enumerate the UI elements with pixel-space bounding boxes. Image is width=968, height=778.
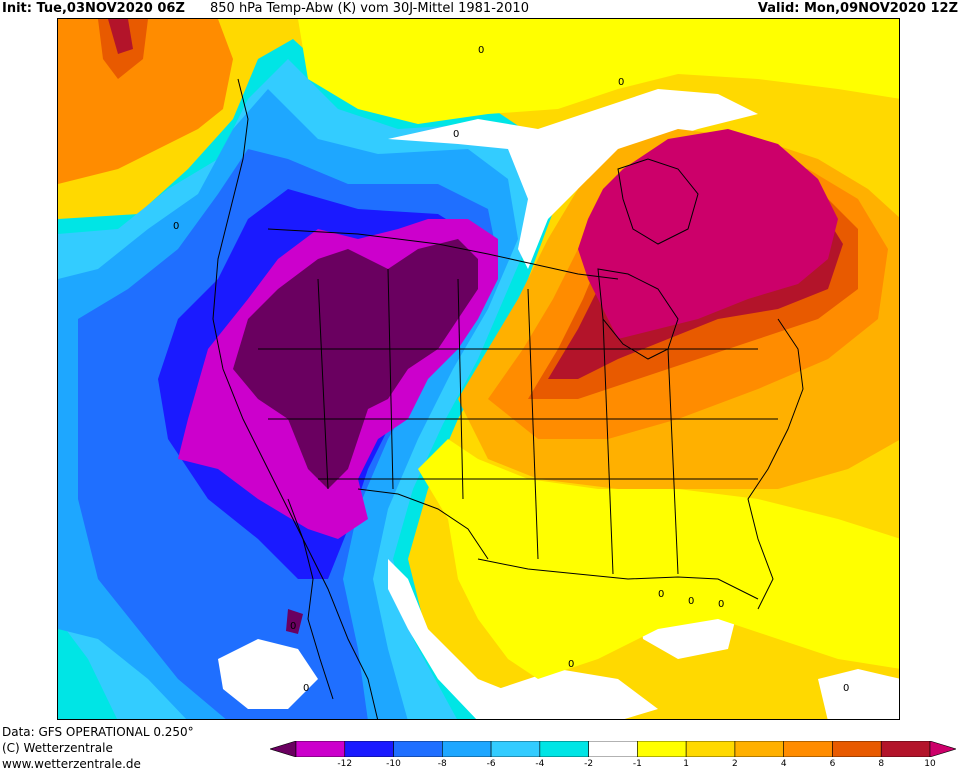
contour-label: 0 bbox=[453, 129, 459, 140]
east-coastline bbox=[747, 318, 804, 610]
temperature-anomaly-map: 0 0 0 0 0 0 0 0 0 0 0 bbox=[57, 18, 900, 720]
contour-label: 0 bbox=[478, 45, 484, 56]
init-time-label: Init: Tue,03NOV2020 06Z bbox=[2, 1, 185, 16]
colorbar-tick-label: -1 bbox=[632, 759, 642, 769]
website-label: www.wetterzentrale.de bbox=[2, 757, 141, 771]
anomaly-field-pacific-southwest-white bbox=[218, 639, 318, 709]
us-state-line-3 bbox=[457, 278, 464, 500]
colorbar-segment bbox=[490, 741, 541, 757]
colorbar-tick-label: 8 bbox=[878, 759, 885, 769]
colorbar-segment bbox=[734, 741, 784, 757]
us-state-line-2 bbox=[387, 268, 394, 490]
colorbar bbox=[270, 741, 956, 757]
anomaly-field-baja-deeppurple bbox=[286, 609, 303, 634]
colorbar-tick-label: 2 bbox=[732, 759, 738, 769]
mexico-border bbox=[357, 488, 489, 560]
colorbar-segment bbox=[539, 741, 589, 757]
colorbar-tick-label: -4 bbox=[535, 759, 545, 769]
contour-label: 0 bbox=[290, 621, 296, 632]
colorbar-segment bbox=[832, 741, 882, 757]
colorbar-segment bbox=[295, 741, 346, 757]
canada-us-border bbox=[267, 228, 619, 280]
anomaly-field-atlantic-white bbox=[818, 669, 899, 719]
colorbar-segment bbox=[442, 741, 492, 757]
colorbar-segment bbox=[637, 741, 687, 757]
contour-label: 0 bbox=[843, 683, 849, 694]
us-state-line-6 bbox=[667, 348, 679, 575]
colorbar-segment bbox=[393, 741, 443, 757]
colorbar-segment bbox=[588, 741, 638, 757]
colorbar-tick-label: -10 bbox=[386, 759, 401, 769]
valid-time-label: Valid: Mon,09NOV2020 12Z bbox=[757, 1, 958, 16]
colorbar-tick-label: -6 bbox=[486, 759, 496, 769]
colorbar-labels: -12-10-8-6-4-2-1124681012 bbox=[270, 759, 956, 773]
map-boundaries bbox=[212, 78, 804, 719]
anomaly-field-southwest-yellow bbox=[418, 439, 899, 679]
copyright-label: (C) Wetterzentrale bbox=[2, 741, 113, 755]
data-source-label: Data: GFS OPERATIONAL 0.250° bbox=[2, 725, 194, 739]
contour-label: 0 bbox=[173, 221, 179, 232]
colorbar-tick-label: 10 bbox=[924, 759, 936, 769]
colorbar-tick-label: 4 bbox=[780, 759, 787, 769]
hudson-bay-outline bbox=[617, 158, 699, 245]
map-title: 850 hPa Temp-Abw (K) vom 30J-Mittel 1981… bbox=[210, 1, 529, 16]
anomaly-field-pacific-red bbox=[108, 19, 133, 54]
contour-labels: 0 0 0 0 0 0 0 0 0 0 0 bbox=[173, 45, 849, 694]
contour-label: 0 bbox=[568, 659, 574, 670]
colorbar-segment bbox=[685, 741, 736, 757]
us-state-line-1 bbox=[317, 278, 329, 490]
contour-label: 0 bbox=[658, 589, 664, 600]
anomaly-field-south-white bbox=[388, 559, 565, 719]
west-coastline bbox=[212, 78, 379, 719]
map-canvas: 0 0 0 0 0 0 0 0 0 0 0 bbox=[58, 19, 899, 719]
colorbar-segment bbox=[880, 741, 931, 757]
anomaly-field-west-deeppurple bbox=[233, 239, 478, 489]
colorbar-tick-label: 6 bbox=[829, 759, 836, 769]
us-state-line-5 bbox=[602, 318, 614, 575]
colorbar-segment bbox=[783, 741, 833, 757]
anomaly-field-east-crimson bbox=[578, 129, 838, 339]
anomaly-field-north-yellow bbox=[298, 19, 899, 124]
colorbar-segment bbox=[929, 741, 956, 757]
colorbar-tick-label: -2 bbox=[584, 759, 594, 769]
us-state-line-4 bbox=[527, 288, 539, 560]
gulf-coastline bbox=[477, 558, 759, 600]
anomaly-field-pacific-orange bbox=[58, 19, 233, 184]
contour-label: 0 bbox=[303, 683, 309, 694]
contour-label: 0 bbox=[718, 599, 724, 610]
anomaly-field-southeast-white bbox=[498, 669, 658, 719]
contour-label: 0 bbox=[618, 77, 624, 88]
colorbar-segment bbox=[270, 741, 297, 757]
colorbar-segment bbox=[344, 741, 394, 757]
colorbar-svg bbox=[270, 741, 956, 757]
map-header: Init: Tue,03NOV2020 06Z 850 hPa Temp-Abw… bbox=[0, 0, 968, 18]
colorbar-tick-label: -12 bbox=[337, 759, 353, 769]
contour-label: 0 bbox=[688, 596, 694, 607]
colorbar-tick-label: -8 bbox=[437, 759, 447, 769]
colorbar-tick-label: 1 bbox=[683, 759, 690, 769]
baja-coastline bbox=[287, 498, 334, 700]
